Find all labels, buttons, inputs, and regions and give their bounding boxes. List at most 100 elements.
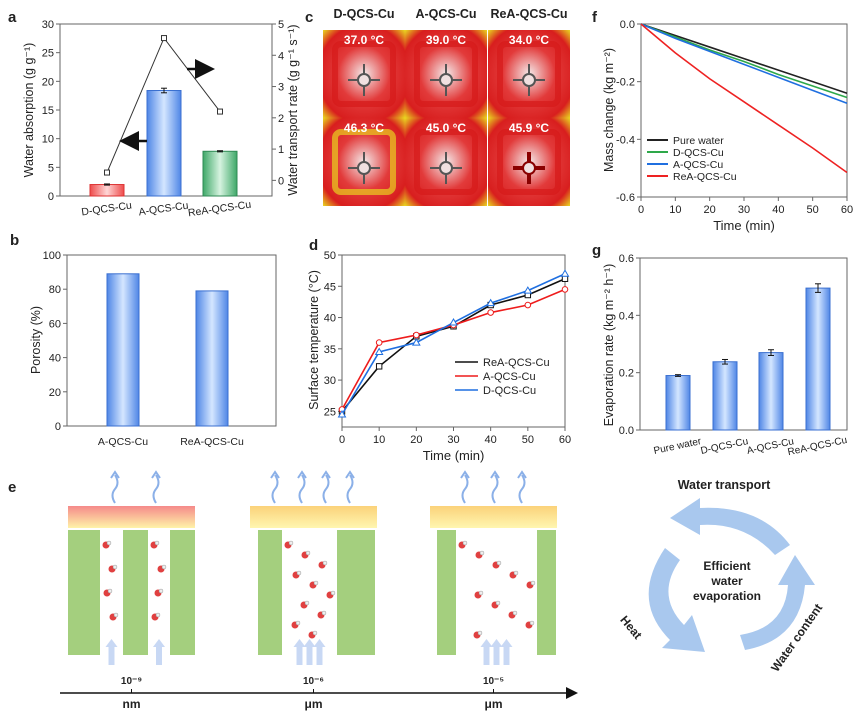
series-line-A-QCS-Cu (640, 23, 848, 105)
legend-label: A-QCS-Cu (483, 371, 536, 383)
sample-outline (332, 129, 396, 195)
heating-layer (250, 506, 377, 528)
thermal-column-title: A-QCS-Cu (415, 7, 476, 21)
upward-flow-arrow-icon (105, 639, 118, 665)
scale-unit-label: μm (304, 697, 322, 711)
crosshair-center-icon (439, 161, 453, 175)
data-point (523, 286, 533, 294)
vapor-arrow-icon (152, 474, 160, 504)
water-molecule-h-icon (312, 630, 318, 636)
channel-wall (437, 530, 456, 655)
scale-exponent-label: 10⁻⁹ (121, 676, 142, 687)
legend-label: A-QCS-Cu (673, 159, 723, 171)
y-axis-title: Mass change (kg m⁻²) (602, 48, 616, 172)
x-category-label: D-QCS-Cu (700, 436, 750, 457)
y-tick-label: 35 (324, 344, 336, 356)
data-point (524, 301, 532, 309)
channel-wall (258, 530, 282, 655)
vapor-arrow-head-icon (460, 470, 470, 479)
y-tick-label: 30 (42, 19, 54, 31)
water-molecule-h-icon (322, 560, 328, 566)
data-point (560, 269, 570, 277)
water-molecule-h-icon (477, 630, 483, 636)
cycle-arrow-top-icon (670, 498, 790, 555)
water-molecule-h-icon (330, 590, 336, 596)
water-molecule-h-icon (478, 590, 484, 596)
panel-letter-d: d (309, 237, 318, 254)
y-tick-label: 100 (43, 250, 61, 262)
y-tick-label: 1 (278, 144, 284, 156)
x-tick-label: 10 (669, 204, 681, 216)
sample-outline (414, 41, 478, 107)
water-molecule-h-icon (495, 600, 501, 606)
sample-outline (414, 129, 478, 195)
scale-unit-label: nm (123, 697, 141, 711)
x-tick-label: 20 (704, 204, 716, 216)
channel-wall (68, 530, 100, 655)
scale-exponent-label: 10⁻⁶ (303, 676, 324, 687)
x-tick-label: 30 (447, 434, 459, 446)
temperature-readout: 34.0 °C (509, 33, 549, 47)
y-tick-label: 0.4 (619, 310, 634, 322)
water-molecule-h-icon (304, 600, 310, 606)
transport-rate-point (104, 169, 110, 176)
temperature-readout: 46.3 °C (344, 121, 384, 135)
upward-flow-arrow-icon (153, 639, 165, 665)
panel-letter-b: b (10, 232, 19, 249)
y-axis-title: Surface temperature (°C) (307, 270, 321, 410)
y-tick-label: 0 (55, 421, 61, 433)
data-point (337, 409, 347, 418)
bar-A-QCS-Cu (106, 273, 140, 427)
transport-rate-point (161, 35, 167, 42)
x-category-label: D-QCS-Cu (81, 200, 133, 219)
upward-flow-arrow-icon (313, 639, 326, 665)
heating-layer (430, 506, 557, 528)
x-tick-label: 60 (559, 434, 571, 446)
legend-label: ReA-QCS-Cu (673, 171, 737, 183)
cycle-label-water-transport: Water transport (678, 478, 771, 492)
vapor-arrow-head-icon (517, 470, 527, 479)
sample-outline (497, 129, 561, 195)
crosshair-center-icon (522, 161, 536, 175)
y-tick-label: -0.2 (616, 77, 635, 89)
heating-layer (68, 506, 195, 528)
water-molecule-h-icon (296, 570, 302, 576)
vapor-arrow-head-icon (151, 470, 161, 479)
upward-flow-arrow-icon (490, 639, 503, 665)
y-axis-title: Porosity (%) (29, 306, 43, 374)
crosshair-center-icon (357, 73, 371, 87)
crosshair-center-icon (522, 73, 536, 87)
water-molecule-h-icon (529, 620, 535, 626)
x-tick-label: 40 (772, 204, 784, 216)
x-tick-label: 60 (841, 204, 853, 216)
upward-flow-arrow-icon (303, 639, 316, 665)
panel-letter-c: c (305, 9, 313, 26)
x-category-label: ReA-QCS-Cu (187, 199, 252, 220)
data-point (486, 298, 496, 307)
panel-letter-g: g (592, 242, 601, 259)
upward-flow-arrow-icon (293, 639, 306, 665)
y-tick-label: 0 (278, 175, 284, 187)
bar-ReA-QCS-Cu (805, 287, 831, 431)
vapor-arrow-icon (111, 474, 119, 504)
cycle-arrow-left-icon (648, 548, 705, 652)
crosshair-center-icon (439, 73, 453, 87)
data-point (561, 286, 569, 293)
bar-D-QCS-Cu (89, 184, 125, 197)
water-molecule-h-icon (106, 540, 112, 546)
y-tick-label: 80 (49, 284, 61, 296)
vapor-arrow-icon (346, 474, 354, 504)
water-molecule-h-icon (107, 588, 113, 594)
vapor-arrow-icon (461, 474, 469, 504)
y-tick-label: 0.0 (620, 19, 635, 31)
x-tick-label: 50 (522, 434, 534, 446)
x-tick-label: 30 (738, 204, 750, 216)
channel-wall (337, 530, 375, 655)
vapor-arrow-head-icon (345, 470, 355, 479)
data-point (561, 275, 569, 282)
channel-wall (170, 530, 195, 655)
scale-exponent-label: 10⁻⁵ (483, 676, 504, 687)
y-tick-label: -0.6 (616, 192, 635, 204)
channel-wall (123, 530, 148, 655)
